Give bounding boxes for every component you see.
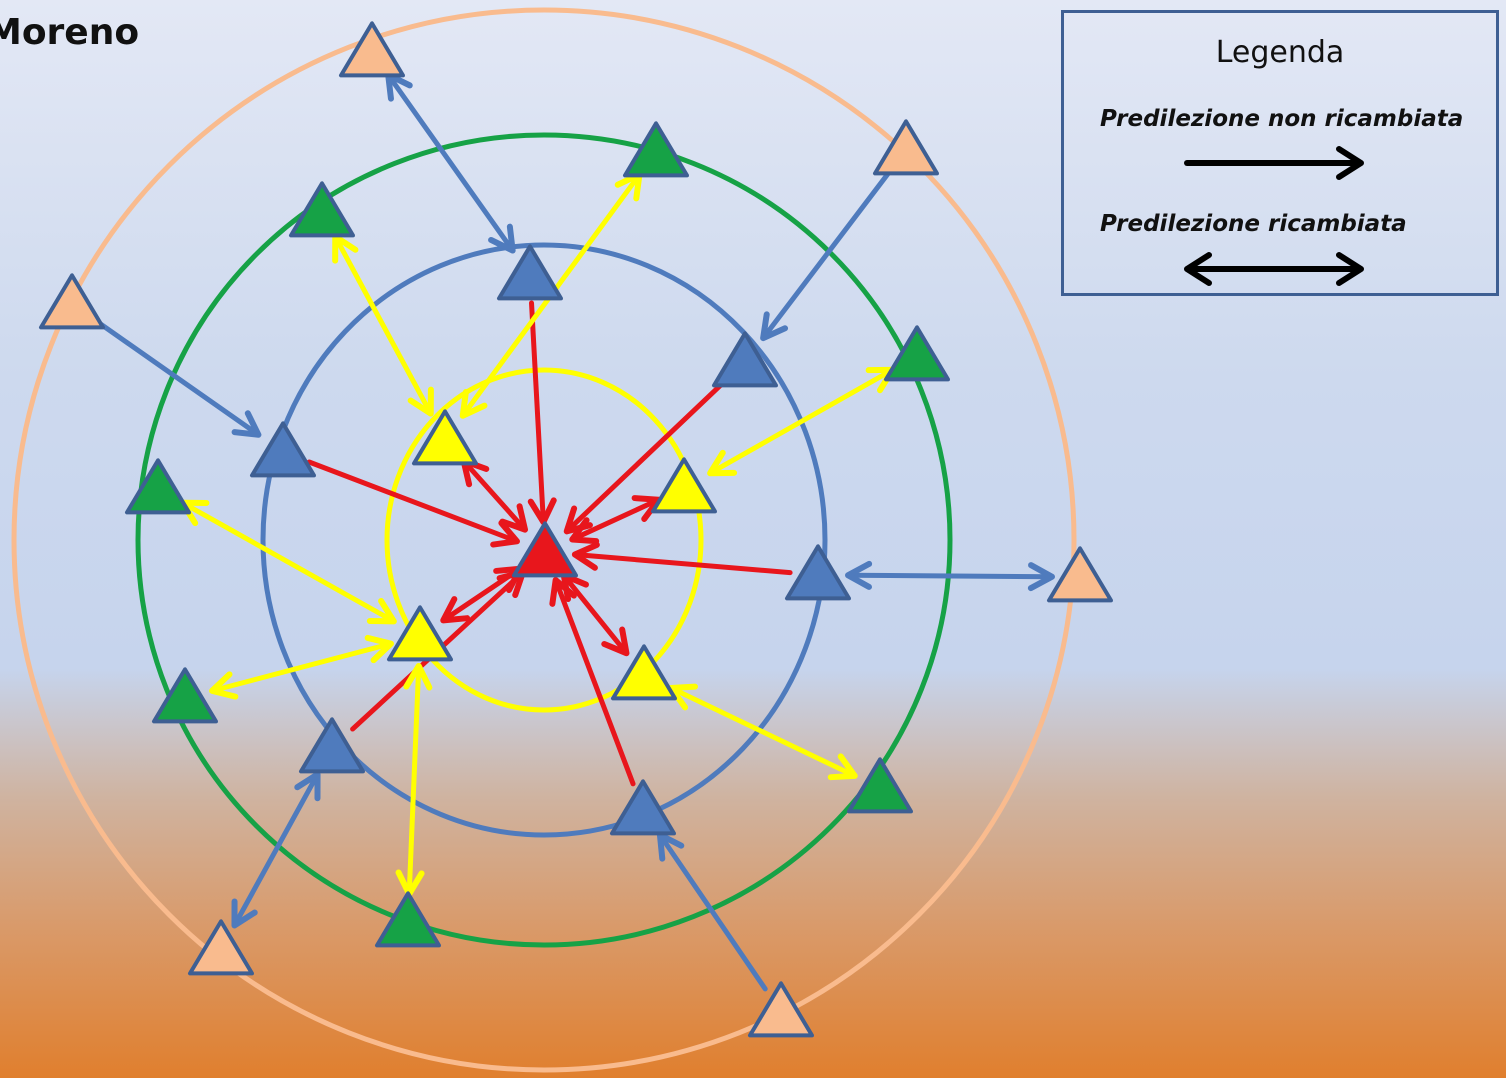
legend-title: Legenda: [1215, 35, 1345, 70]
edge-y2-center: [569, 495, 662, 545]
single-arrow-icon: [1184, 146, 1364, 180]
node-g2-triangle-icon: [289, 181, 355, 238]
ring-blue: [260, 242, 828, 838]
edge-p1-b1: [385, 71, 516, 254]
edge-p3-b3: [92, 317, 262, 438]
node-b2-triangle-icon: [712, 331, 778, 388]
node-p4-triangle-icon: [1047, 546, 1113, 603]
legend-box: Legenda Predilezione non ricambiata Pred…: [1061, 10, 1499, 296]
ring-yellow: [384, 367, 704, 713]
node-g3-triangle-icon: [884, 325, 950, 382]
edge-p2-b2: [760, 169, 892, 342]
edge-g7-y4: [668, 683, 858, 781]
node-y3-triangle-icon: [387, 605, 453, 662]
node-p2-triangle-icon: [873, 119, 939, 176]
node-g5-triangle-icon: [152, 667, 218, 724]
node-b1-triangle-icon: [497, 244, 563, 301]
node-p5-triangle-icon: [188, 919, 254, 976]
edge-g6-y3: [395, 662, 433, 898]
node-g6-triangle-icon: [375, 891, 441, 948]
edge-p5-b5: [231, 771, 321, 929]
edge-g5-y3: [209, 634, 394, 700]
node-b4-triangle-icon: [785, 544, 851, 601]
node-b3-triangle-icon: [250, 421, 316, 478]
edge-y4-center: [560, 572, 630, 657]
node-b5-triangle-icon: [299, 717, 365, 774]
legend-label-unreciprocated: Predilezione non ricambiata: [1100, 106, 1464, 132]
node-y1-triangle-icon: [412, 409, 478, 466]
edge-p6-b6: [656, 831, 768, 992]
node-g7-triangle-icon: [847, 757, 913, 814]
node-p1-triangle-icon: [339, 21, 405, 78]
edge-b3-center: [306, 459, 520, 548]
node-y2-triangle-icon: [651, 457, 717, 514]
node-p3-triangle-icon: [39, 273, 105, 330]
legend-label-reciprocated: Predilezione ricambiata: [1100, 211, 1407, 237]
ring-green: [135, 132, 953, 948]
node-p6-triangle-icon: [748, 981, 814, 1038]
edge-b4-center: [571, 541, 793, 576]
node-b6-triangle-icon: [610, 779, 676, 836]
edge-p4-b4: [844, 560, 1056, 592]
node-center-triangle-icon: [512, 521, 578, 578]
ring-peach: [11, 7, 1077, 1073]
edge-y1-center: [460, 457, 529, 533]
diagram-title: Moreno: [0, 12, 140, 53]
edge-g4-y3: [179, 499, 397, 625]
double-arrow-icon: [1184, 252, 1364, 286]
node-g1-triangle-icon: [623, 121, 689, 178]
node-y4-triangle-icon: [611, 644, 677, 701]
edge-b1-center: [527, 300, 557, 526]
node-g4-triangle-icon: [125, 458, 191, 515]
